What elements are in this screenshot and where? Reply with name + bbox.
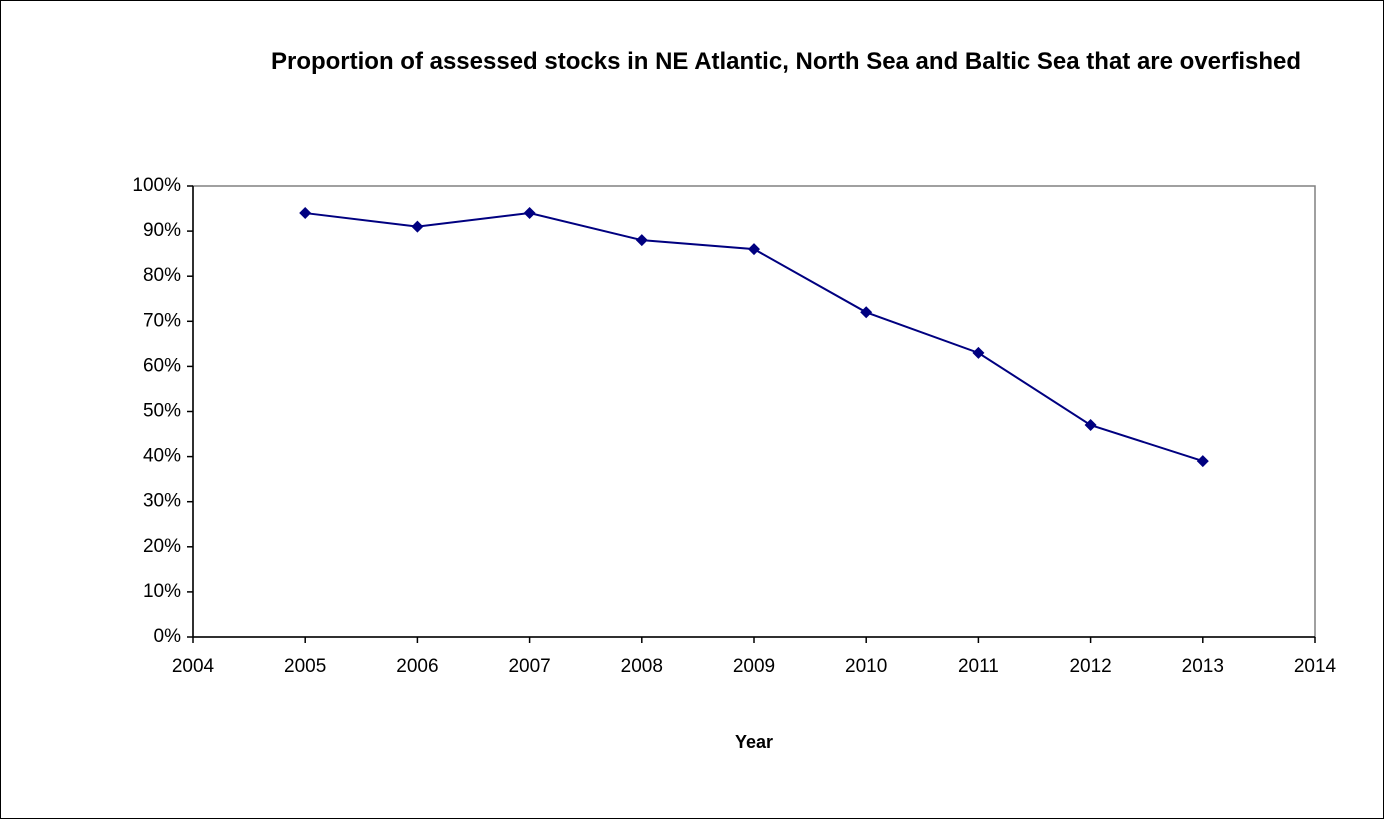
y-tick-label: 20% <box>143 536 181 557</box>
y-tick-label: 30% <box>143 491 181 512</box>
y-tick-label: 10% <box>143 581 181 602</box>
x-tick-label: 2009 <box>733 656 775 677</box>
data-point <box>523 207 536 220</box>
chart-title: Proportion of assessed stocks in NE Atla… <box>270 48 1302 75</box>
x-tick-label: 2005 <box>284 656 326 677</box>
data-point <box>972 346 985 359</box>
data-point <box>860 306 873 319</box>
x-tick-label: 2004 <box>172 656 215 677</box>
data-point <box>748 243 760 256</box>
y-tick-label: 70% <box>143 310 181 331</box>
y-tick-label: 100% <box>132 175 181 196</box>
data-point <box>1196 455 1209 468</box>
y-tick-label: 0% <box>154 626 182 647</box>
plot-area <box>192 185 1316 638</box>
data-point <box>411 220 424 233</box>
data-point <box>635 234 648 247</box>
y-tick-label: 40% <box>143 446 181 467</box>
data-point <box>299 207 312 220</box>
y-tick-label: 90% <box>143 220 181 241</box>
x-tick-label: 2007 <box>508 656 550 677</box>
x-tick-label: 2013 <box>1182 656 1224 677</box>
x-tick-label: 2006 <box>396 656 438 677</box>
x-tick-label: 2011 <box>958 656 999 677</box>
data-point <box>1084 419 1097 432</box>
x-tick-label: 2012 <box>1069 656 1111 677</box>
x-tick-label: 2010 <box>845 656 887 677</box>
x-axis-label: Year <box>735 732 773 752</box>
x-tick-label: 2008 <box>621 656 663 677</box>
y-tick-label: 60% <box>143 355 181 376</box>
y-tick-label: 50% <box>143 401 181 422</box>
y-tick-label: 80% <box>143 265 181 286</box>
x-tick-label: 2014 <box>1294 656 1337 677</box>
